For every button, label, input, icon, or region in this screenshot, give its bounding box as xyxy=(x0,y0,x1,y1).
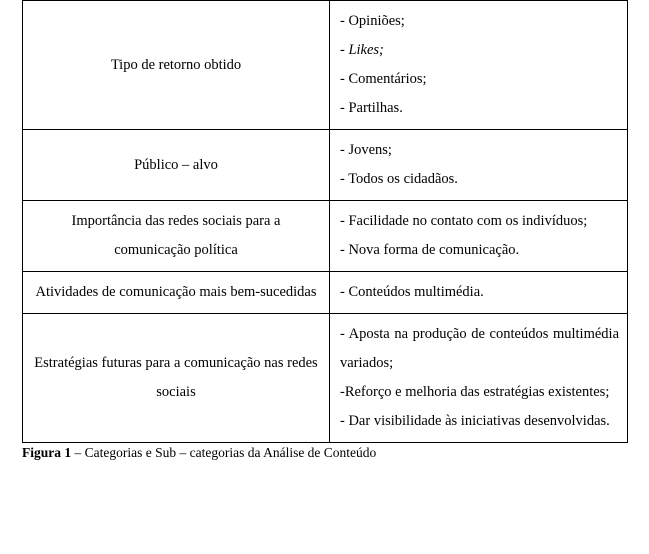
subcategory-line: - Aposta na produção de conteúdos multim… xyxy=(340,320,619,378)
subcategory-line: - Likes; xyxy=(340,36,619,65)
categories-table-container: Tipo de retorno obtido- Opiniões;- Likes… xyxy=(22,0,627,443)
table-row: Estratégias futuras para a comunicação n… xyxy=(23,314,628,443)
subcategory-cell: - Facilidade no contato com os indivíduo… xyxy=(330,201,628,272)
subcategory-cell: - Jovens;- Todos os cidadãos. xyxy=(330,130,628,201)
subcategory-line: - Conteúdos multimédia. xyxy=(340,278,619,307)
figure-caption: Figura 1 – Categorias e Sub – categorias… xyxy=(22,445,649,461)
subcategory-line: - Comentários; xyxy=(340,65,619,94)
table-row: Importância das redes sociais para a com… xyxy=(23,201,628,272)
category-cell: Tipo de retorno obtido xyxy=(23,1,330,130)
subcategory-cell: - Conteúdos multimédia. xyxy=(330,272,628,314)
figure-caption-text: – Categorias e Sub – categorias da Análi… xyxy=(71,445,376,460)
subcategory-line: - Opiniões; xyxy=(340,7,619,36)
subcategory-line: - Todos os cidadãos. xyxy=(340,165,619,194)
subcategory-line: - Facilidade no contato com os indivíduo… xyxy=(340,207,619,236)
subcategory-cell: - Aposta na produção de conteúdos multim… xyxy=(330,314,628,443)
subcategory-line: - Dar visibilidade às iniciativas desenv… xyxy=(340,407,619,436)
category-cell: Público – alvo xyxy=(23,130,330,201)
subcategory-line: - Nova forma de comunicação. xyxy=(340,236,619,265)
categories-table: Tipo de retorno obtido- Opiniões;- Likes… xyxy=(22,0,628,443)
table-row: Público – alvo- Jovens;- Todos os cidadã… xyxy=(23,130,628,201)
subcategory-line: - Jovens; xyxy=(340,136,619,165)
table-row: Tipo de retorno obtido- Opiniões;- Likes… xyxy=(23,1,628,130)
subcategory-cell: - Opiniões;- Likes;- Comentários;- Parti… xyxy=(330,1,628,130)
table-row: Atividades de comunicação mais bem-suced… xyxy=(23,272,628,314)
subcategory-line: -Reforço e melhoria das estratégias exis… xyxy=(340,378,619,407)
category-cell: Atividades de comunicação mais bem-suced… xyxy=(23,272,330,314)
category-cell: Estratégias futuras para a comunicação n… xyxy=(23,314,330,443)
category-cell: Importância das redes sociais para a com… xyxy=(23,201,330,272)
subcategory-line: - Partilhas. xyxy=(340,94,619,123)
figure-caption-label: Figura 1 xyxy=(22,445,71,460)
